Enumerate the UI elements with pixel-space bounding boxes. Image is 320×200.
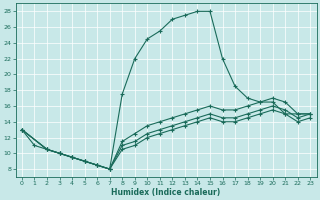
X-axis label: Humidex (Indice chaleur): Humidex (Indice chaleur)	[111, 188, 221, 197]
